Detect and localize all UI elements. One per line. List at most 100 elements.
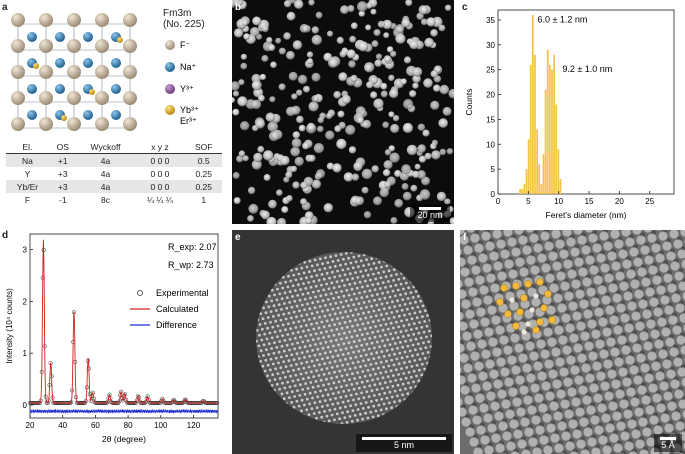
fluoride-atom bbox=[39, 39, 53, 53]
scale-bar-line bbox=[362, 437, 446, 440]
fluoride-atom bbox=[95, 91, 109, 105]
y-tick-label: 35 bbox=[486, 16, 495, 25]
dopant-atom bbox=[117, 37, 123, 43]
single-particle-micrograph bbox=[232, 230, 454, 454]
panel-letter-d: d bbox=[2, 230, 9, 241]
nanoparticle bbox=[353, 161, 363, 172]
nanoparticle bbox=[285, 171, 293, 179]
cation-marker bbox=[520, 294, 528, 302]
fluoride-atom bbox=[95, 13, 109, 27]
table-cell: Yb/Er bbox=[16, 181, 39, 192]
histogram-bar bbox=[559, 179, 562, 194]
nanoparticle bbox=[401, 164, 411, 175]
plot-frame bbox=[497, 9, 675, 195]
nanoparticle bbox=[356, 116, 364, 124]
nanoparticle bbox=[302, 142, 310, 150]
legend-f-label: F⁻ bbox=[180, 40, 190, 50]
nanoparticle bbox=[403, 99, 414, 110]
anion-marker bbox=[529, 307, 535, 313]
y-tick-label: 2 bbox=[23, 297, 28, 306]
cation-atom bbox=[83, 110, 93, 120]
nanoparticle bbox=[439, 84, 450, 95]
nanoparticle bbox=[402, 122, 413, 134]
nanoparticle bbox=[362, 119, 372, 129]
space-group-label: Fm3m (No. 225) bbox=[163, 8, 205, 30]
nanoparticle bbox=[247, 186, 256, 195]
nanoparticle bbox=[268, 44, 276, 52]
crystal-parameters-table: El. OS Wyckoff x y z SOF Na +1 4a 0 0 0 … bbox=[6, 140, 222, 206]
nanoparticle bbox=[382, 121, 390, 129]
x-tick-label: 80 bbox=[124, 421, 133, 430]
nanoparticle bbox=[348, 60, 356, 68]
nanoparticle bbox=[439, 148, 447, 156]
experimental-point bbox=[105, 400, 110, 405]
cation-marker bbox=[532, 326, 540, 334]
nanoparticle bbox=[384, 180, 392, 188]
nanoparticle bbox=[417, 123, 426, 131]
fluoride-atom bbox=[11, 117, 25, 131]
fluoride-atom bbox=[95, 117, 109, 131]
table-header: Wyckoff bbox=[90, 141, 121, 152]
space-group-number: (No. 225) bbox=[163, 19, 205, 30]
nanoparticle bbox=[412, 82, 419, 89]
fluoride-atom bbox=[123, 39, 137, 53]
nanoparticle bbox=[418, 155, 427, 163]
nanoparticle bbox=[297, 74, 308, 85]
nanoparticle bbox=[400, 78, 407, 85]
nanoparticle bbox=[380, 82, 388, 90]
nanoparticle bbox=[317, 116, 324, 124]
atomic-image-panel-f: f 5 Å bbox=[460, 230, 685, 454]
table-cell: 8c bbox=[101, 194, 111, 205]
nanoparticle bbox=[313, 143, 325, 154]
nanoparticle bbox=[388, 145, 395, 152]
nanoparticle bbox=[340, 5, 349, 15]
x-tick-label: 10 bbox=[554, 197, 563, 206]
nanoparticle bbox=[383, 55, 392, 63]
nanoparticle bbox=[278, 83, 286, 91]
nanoparticle bbox=[281, 206, 289, 214]
nanoparticle bbox=[308, 0, 315, 6]
histogram-bar bbox=[555, 104, 558, 194]
cation-marker bbox=[544, 290, 552, 298]
nanoparticle bbox=[423, 78, 433, 88]
nanoparticle bbox=[365, 24, 372, 31]
table-row: Yb/Er +3 4a 0 0 0 0.25 bbox=[6, 180, 222, 193]
table-header: x y z bbox=[151, 141, 169, 152]
nanoparticle bbox=[259, 73, 266, 81]
fluoride-atom bbox=[11, 39, 25, 53]
nanoparticle bbox=[424, 152, 432, 160]
fluoride-atom bbox=[67, 117, 81, 131]
table-header-row: El. OS Wyckoff x y z SOF bbox=[6, 140, 222, 154]
nanoparticle bbox=[240, 53, 247, 60]
nanoparticle bbox=[298, 124, 306, 132]
nanoparticle bbox=[366, 81, 374, 89]
cation-atom bbox=[27, 32, 37, 42]
legend-y-swatch bbox=[165, 84, 175, 94]
nanoparticle-micrograph bbox=[232, 0, 454, 224]
y-axis-label: Counts bbox=[464, 89, 474, 116]
table-cell: 1 bbox=[201, 194, 207, 205]
nanoparticle bbox=[268, 199, 277, 209]
table-cell: 0.5 bbox=[197, 155, 210, 166]
y-tick-label: 0 bbox=[491, 190, 496, 199]
nanoparticle bbox=[358, 10, 365, 17]
nanoparticle bbox=[288, 0, 296, 4]
nanoparticle bbox=[373, 29, 381, 37]
panel-letter-c: c bbox=[462, 2, 468, 13]
nanoparticle bbox=[418, 5, 429, 15]
fluoride-atom bbox=[123, 91, 137, 105]
cation-marker bbox=[536, 318, 544, 326]
nanoparticle bbox=[442, 106, 452, 116]
table-row: Na +1 4a 0 0 0 0.5 bbox=[6, 153, 222, 167]
nanoparticle bbox=[263, 174, 271, 181]
y-tick-label: 30 bbox=[486, 41, 495, 50]
nanoparticle bbox=[350, 74, 358, 82]
x-axis-label: Feret's diameter (nm) bbox=[546, 210, 627, 220]
cation-atom bbox=[27, 84, 37, 94]
nanoparticle bbox=[430, 100, 440, 110]
anion-marker bbox=[509, 297, 515, 303]
table-cell: Y bbox=[24, 168, 31, 179]
nanoparticle bbox=[257, 145, 265, 153]
experimental-point bbox=[107, 392, 112, 397]
nanoparticle bbox=[326, 30, 334, 37]
